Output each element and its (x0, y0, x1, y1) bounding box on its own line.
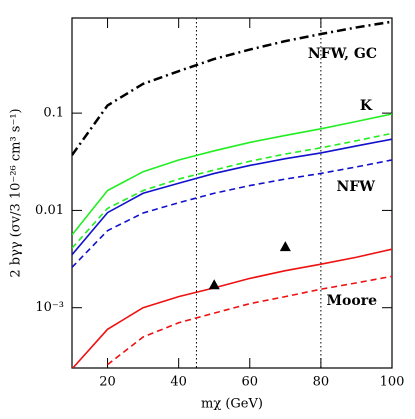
x-tick-label: 40 (170, 375, 187, 390)
curve-label: NFW (337, 179, 376, 195)
series-line (72, 113, 392, 236)
plot-frame (71, 17, 393, 369)
series-line (72, 132, 392, 249)
triangle-marker (208, 279, 220, 290)
x-tick-label: 20 (99, 375, 116, 390)
curve-label: K (360, 98, 373, 114)
x-axis-label: mχ (GeV) (201, 397, 263, 412)
series-line (72, 159, 392, 268)
curve-label: NFW, GC (308, 46, 377, 62)
series-line (107, 275, 392, 366)
curve-label: Moore (327, 293, 378, 309)
y-tick-label: 0.1 (43, 106, 64, 121)
x-tick-label: 60 (242, 375, 259, 390)
series-line (72, 20, 392, 156)
y-axis-label: 2 bγγ (σv/3 10⁻²⁶ cm³ s⁻¹) (9, 108, 24, 277)
y-tick-label: 10⁻³ (35, 300, 64, 315)
series-line (72, 248, 392, 368)
y-tick-label: 0.01 (35, 203, 64, 218)
x-tick-label: 100 (380, 375, 405, 390)
series-line (72, 138, 392, 256)
triangle-marker (279, 241, 291, 252)
x-tick-label: 80 (313, 375, 330, 390)
